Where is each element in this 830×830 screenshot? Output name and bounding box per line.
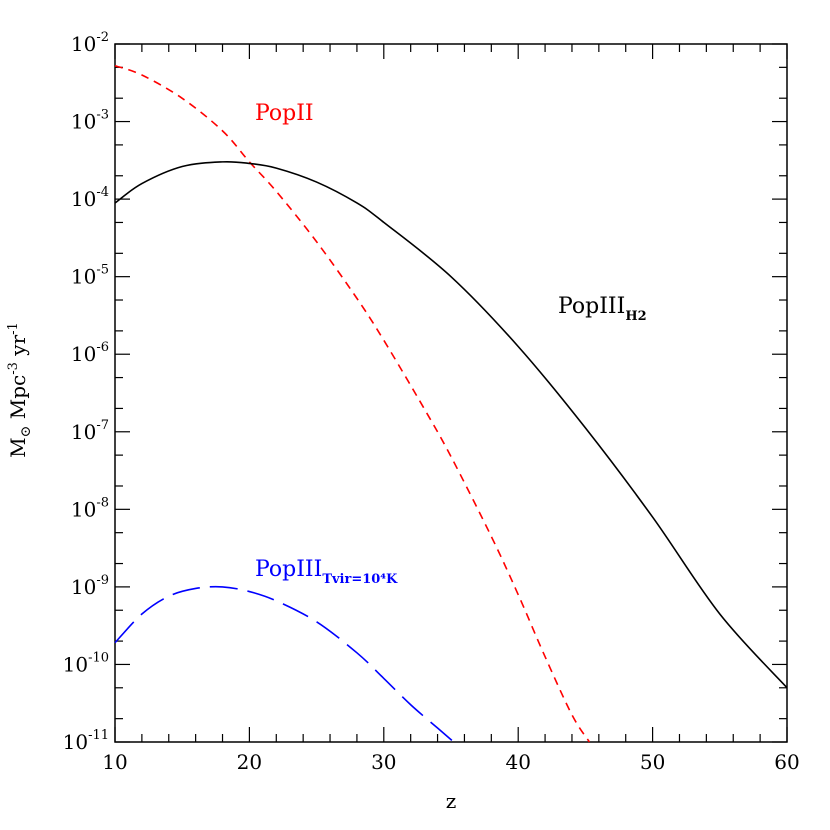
x-tick-label: 30 [371, 750, 396, 774]
series-line-2 [114, 585, 455, 743]
x-tick-label: 40 [505, 750, 530, 774]
plot-frame [114, 43, 788, 743]
y-tick-label: 10-10 [63, 650, 109, 676]
y-tick-label: 10-8 [71, 495, 109, 521]
ticks [114, 43, 788, 743]
y-tick-label: 10-2 [71, 30, 109, 56]
y-tick-label: 10-11 [63, 728, 109, 754]
y-tick-label: 10-5 [71, 263, 109, 289]
x-axis-title: z [446, 789, 457, 813]
tick-labels: 10 20 30 40 50 60 10-11 10-10 10-9 10-8 10-7 10-6 10… [63, 30, 800, 774]
series-line-0 [114, 64, 591, 743]
x-tick-label: 60 [774, 750, 799, 774]
series [114, 64, 788, 743]
y-tick-label: 10-7 [71, 418, 109, 444]
y-tick-label: 10-3 [71, 108, 109, 134]
y-tick-label: 10-4 [71, 185, 109, 211]
y-tick-label: 10-6 [71, 340, 109, 366]
popiii-tvir-label: PopIIITvir=10⁴K [255, 557, 398, 587]
x-tick-label: 50 [640, 750, 665, 774]
series-line-1 [114, 160, 788, 689]
x-tick-label: 20 [237, 750, 262, 774]
y-axis-title: M⊙ Mpc-3 yr-1 [6, 322, 34, 458]
popiii-h2-label: PopIIIH2 [558, 294, 647, 324]
popii-label: PopII [255, 101, 314, 126]
x-tick-label: 10 [102, 750, 127, 774]
y-tick-label: 10-9 [71, 573, 109, 599]
